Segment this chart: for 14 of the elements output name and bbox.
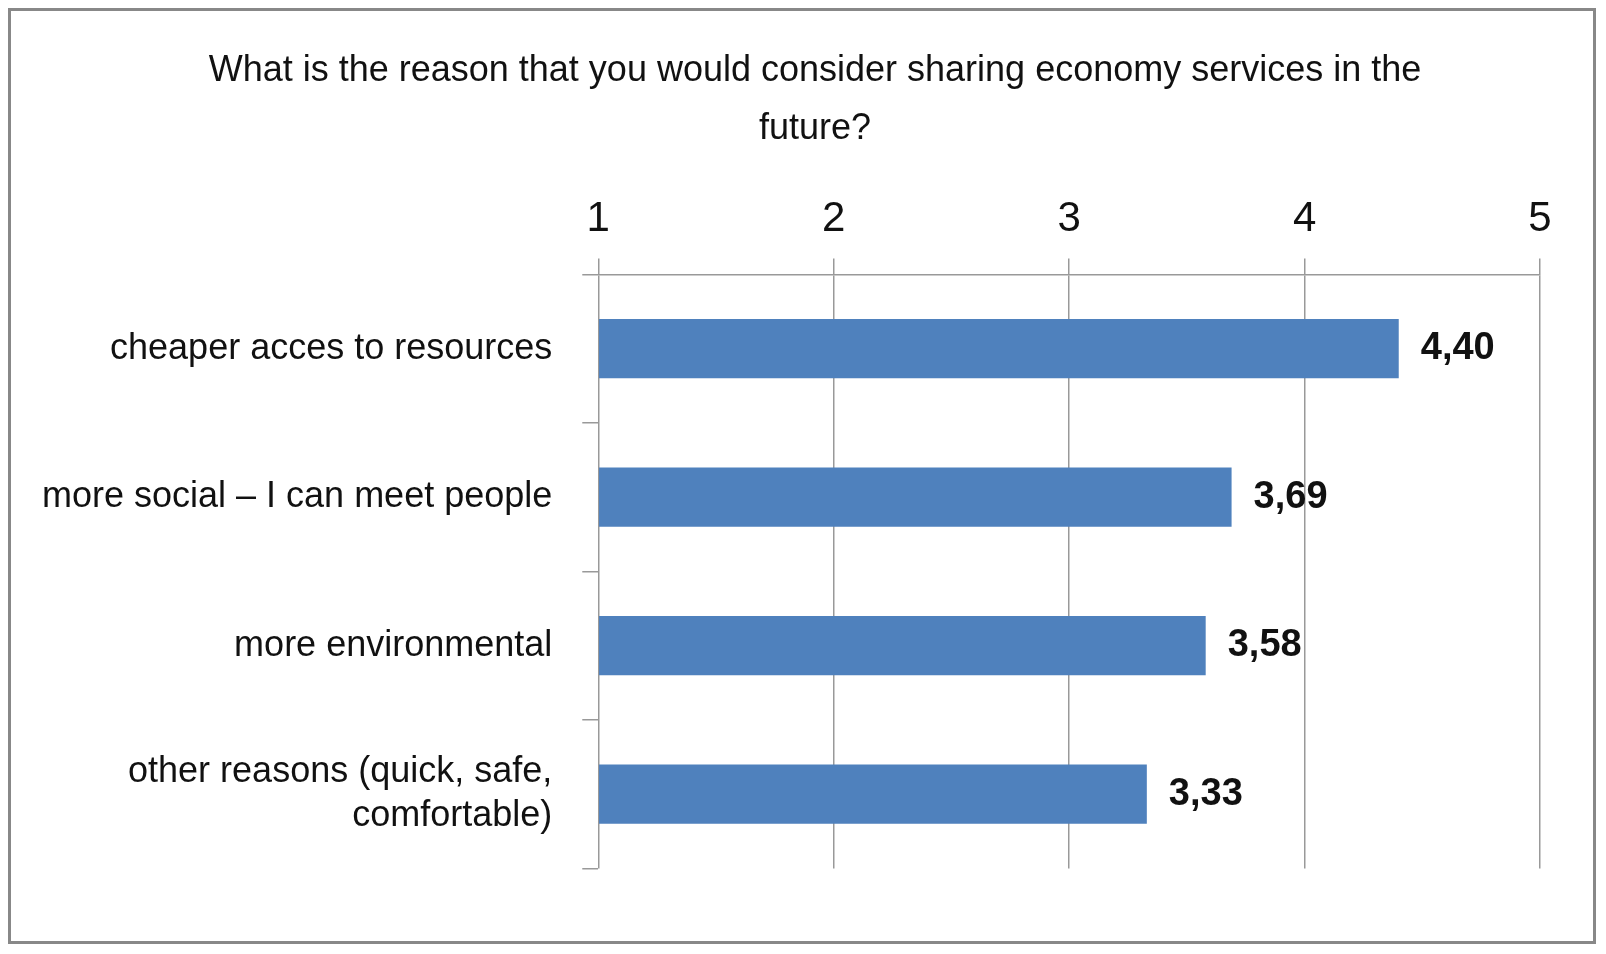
data-label: 3,69	[1253, 473, 1328, 516]
y-tick-label: more environmental	[234, 622, 553, 664]
x-tick-label: 4	[1292, 192, 1317, 240]
y-tick-label: more social – I can meet people	[41, 474, 553, 516]
x-tick-label: 3	[1057, 192, 1081, 240]
x-tick-label: 5	[1528, 192, 1552, 240]
y-tick-label: other reasons (quick, safe, comfortable)	[128, 749, 553, 834]
data-label: 4,40	[1420, 325, 1495, 368]
data-label: 3,33	[1168, 770, 1243, 813]
data-label: 3,58	[1227, 622, 1302, 665]
chart-title: What is the reason that you would consider sharing economy services in the future?	[207, 47, 1423, 149]
y-tick-label: cheaper acces to resources	[110, 325, 553, 367]
x-tick-label: 2	[822, 192, 846, 240]
x-tick-label: 1	[586, 192, 610, 240]
